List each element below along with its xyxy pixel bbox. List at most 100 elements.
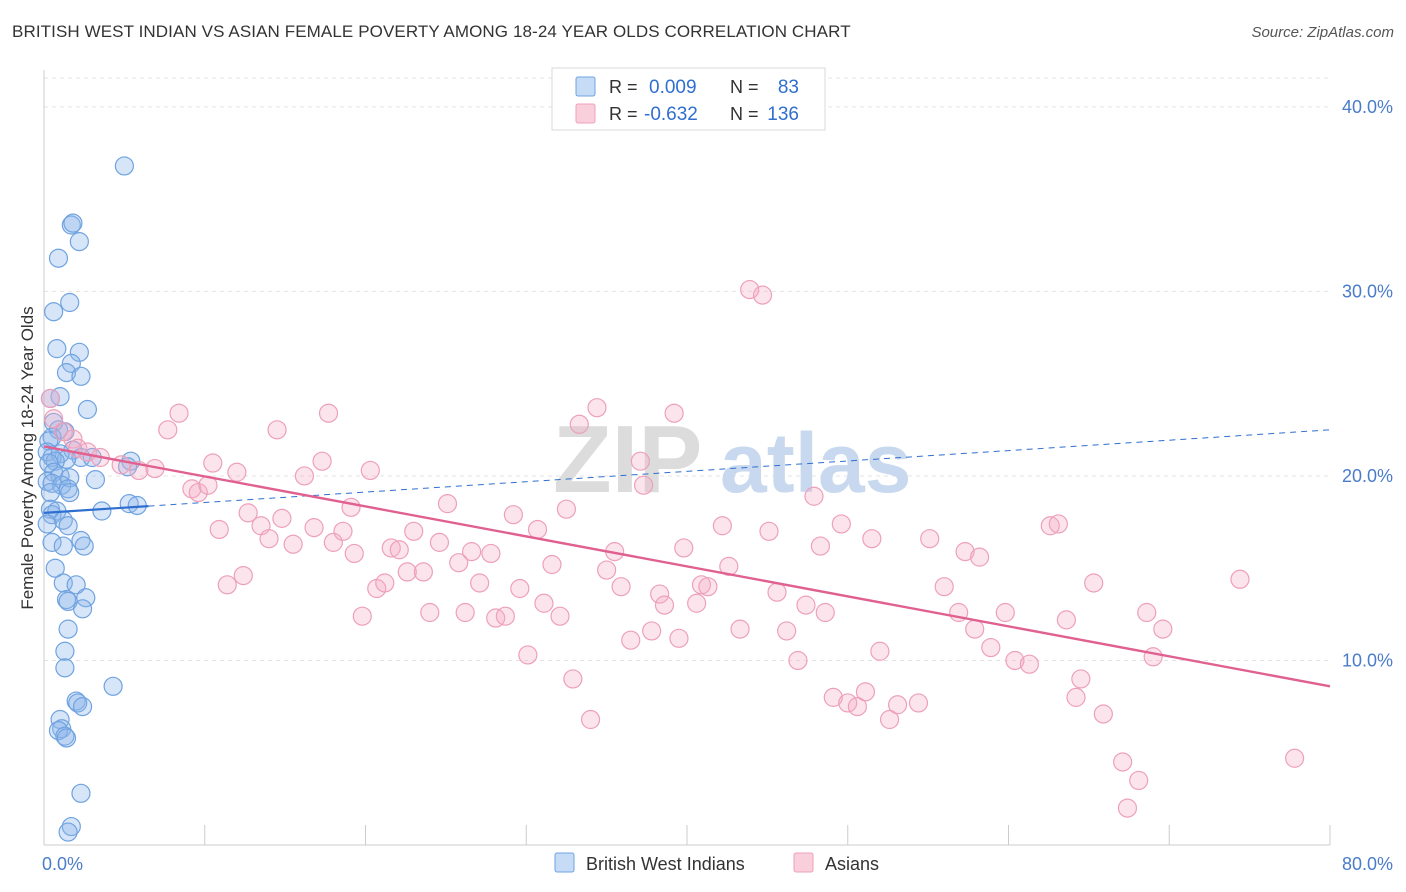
point-asian (1143, 647, 1163, 667)
point-asian (855, 682, 876, 702)
point-asian (597, 560, 617, 580)
point-british-west-indian (48, 248, 69, 268)
bottom-legend-swatch-pink (793, 852, 814, 873)
point-asian (831, 514, 851, 534)
chart-title: BRITISH WEST INDIAN VS ASIAN FEMALE POVE… (12, 22, 851, 41)
point-asian (563, 669, 583, 689)
point-british-west-indian (114, 156, 134, 176)
point-asian (934, 577, 954, 597)
point-asian (920, 529, 940, 549)
point-british-west-indian (55, 641, 75, 661)
point-asian (158, 420, 178, 440)
point-british-west-indian (60, 292, 80, 313)
legend-box (551, 67, 826, 131)
point-british-west-indian (72, 697, 93, 717)
series-british-west-indians (37, 156, 147, 842)
point-asian (233, 565, 253, 586)
point-asian (767, 582, 787, 602)
legend-r-value-1: 0.009 (649, 77, 697, 98)
point-asian (712, 516, 732, 536)
point-asian (587, 398, 607, 418)
point-asian (1019, 654, 1039, 674)
point-asian (759, 521, 779, 541)
point-asian (664, 403, 684, 423)
point-asian (352, 606, 372, 626)
point-asian (209, 519, 229, 540)
point-asian (1005, 650, 1025, 671)
legend-swatch-pink (575, 103, 596, 124)
point-asian (360, 460, 380, 481)
point-asian (580, 709, 601, 730)
point-asian (188, 482, 208, 503)
point-asian (1129, 770, 1149, 791)
x-ticks (43, 825, 1331, 845)
point-asian (503, 505, 523, 525)
point-asian (1048, 514, 1068, 534)
point-british-west-indian (58, 516, 78, 536)
trend-line-asians (43, 445, 1331, 688)
point-asian (470, 573, 490, 593)
point-asian (862, 529, 882, 549)
y-tick-label: 20.0% (1342, 466, 1393, 486)
point-british-west-indian (42, 532, 62, 552)
point-asian (633, 475, 654, 495)
bottom-legend: British West Indians Asians (554, 852, 879, 874)
point-asian (449, 553, 469, 573)
point-asian (429, 532, 450, 552)
point-asian (272, 508, 292, 528)
point-british-west-indian (52, 475, 72, 495)
point-asian (870, 641, 890, 661)
point-asian (283, 534, 303, 554)
legend-r-label-2: R = (609, 104, 638, 124)
point-british-west-indian (74, 536, 94, 556)
point-asian (437, 494, 458, 514)
point-asian (777, 621, 797, 641)
point-asian (53, 422, 73, 442)
point-asian (312, 451, 332, 471)
point-asian (294, 466, 315, 486)
point-asian (730, 619, 750, 639)
point-asian (995, 602, 1015, 623)
point-asian (227, 462, 247, 482)
point-asian (879, 709, 900, 730)
point-british-west-indian (66, 575, 86, 595)
y-tick-label: 30.0% (1342, 281, 1393, 301)
legend: R = 0.009 N = 83 R = -0.632 N = 136 (551, 67, 826, 131)
point-asian (815, 602, 835, 623)
point-asian (1285, 748, 1305, 768)
legend-n-label-2: N = (730, 104, 759, 124)
point-asian (304, 518, 324, 538)
point-asian (1230, 569, 1250, 589)
point-asian (611, 577, 631, 597)
point-asian (420, 602, 440, 623)
point-asian (796, 595, 816, 615)
point-asian (333, 521, 353, 541)
point-asian (323, 532, 343, 552)
point-asian (908, 693, 929, 713)
point-asian (44, 409, 64, 429)
point-asian (63, 429, 83, 449)
point-british-west-indian (42, 505, 62, 525)
point-asian (413, 562, 433, 582)
point-asian (698, 577, 718, 597)
point-british-west-indian (61, 353, 81, 373)
point-asian (1040, 516, 1060, 536)
point-british-west-indian (71, 783, 91, 803)
watermark: ZIP atlas (553, 406, 911, 513)
point-asian (1117, 798, 1138, 818)
point-british-west-indian (61, 816, 81, 837)
point-british-west-indian (71, 366, 91, 386)
point-asian (1093, 704, 1113, 724)
point-asian (810, 536, 831, 556)
watermark-atlas: atlas (720, 416, 911, 510)
point-asian (344, 543, 364, 564)
legend-swatch-blue (575, 76, 596, 97)
watermark-zip: ZIP (553, 406, 702, 513)
point-british-west-indian (44, 302, 64, 322)
point-asian (481, 543, 501, 564)
point-asian (267, 420, 287, 440)
bottom-legend-swatch-blue (554, 852, 575, 873)
point-asian (397, 562, 417, 582)
point-british-west-indian (56, 728, 77, 748)
point-asian (955, 542, 975, 562)
